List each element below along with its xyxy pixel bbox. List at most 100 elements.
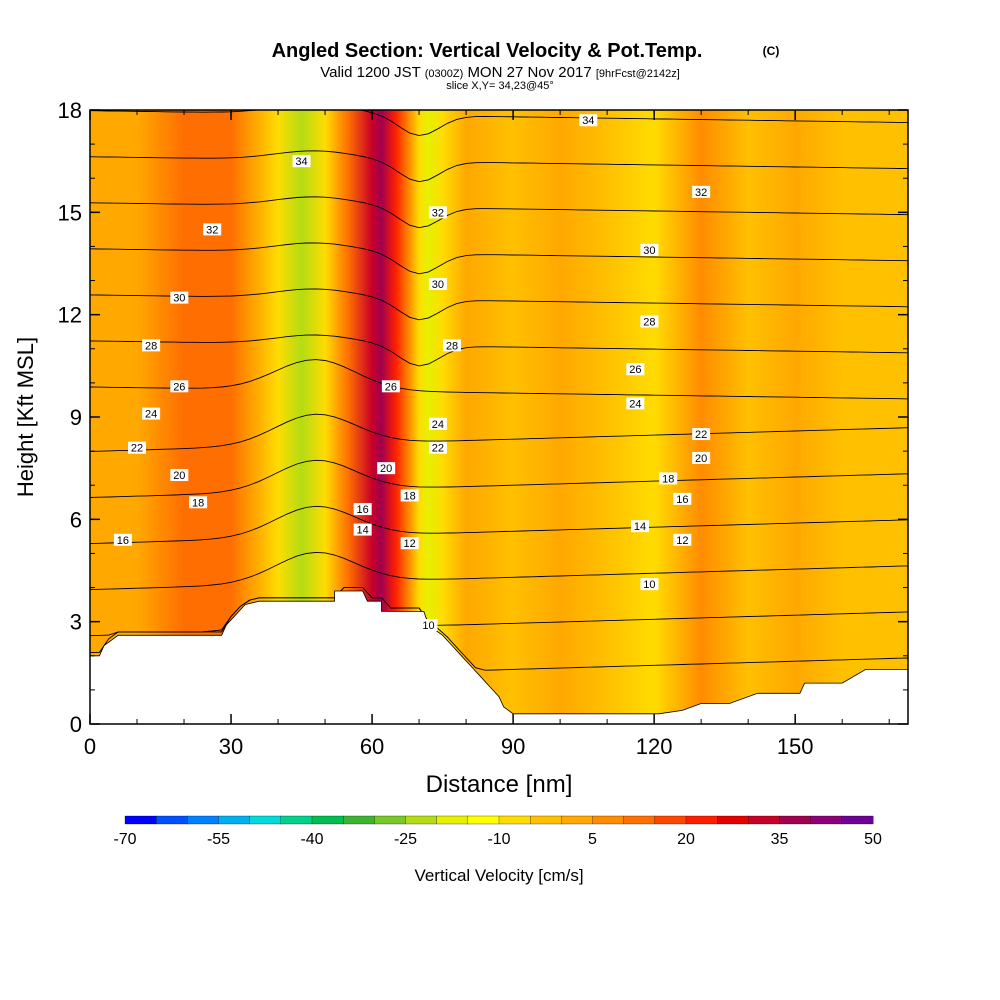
contour-label-text: 12 [404,538,416,550]
x-tick-label: 30 [219,734,243,759]
colorbar-swatch [124,815,157,825]
contour-label-text: 26 [173,381,185,393]
contour-label-text: 26 [629,364,641,376]
contour-label-text: 26 [385,381,397,393]
contour-label: 24 [428,417,447,431]
contour-label-text: 18 [662,473,674,485]
contour-label-bg [631,520,650,533]
contour-label-bg [170,468,189,481]
contour-label: 20 [692,451,711,465]
contour-label: 22 [428,441,447,455]
y-tick-label: 3 [70,610,82,635]
subtitle-forecast: [9hrFcst@2142z] [596,68,680,80]
contour-label-bg [113,533,132,546]
contour-label-bg [640,243,659,256]
axes: 0 30 60 90 120 150 0 3 6 9 12 15 18 [58,98,908,759]
subtitle-zulu: (0300Z) [425,68,464,80]
contour-label-bg [142,407,161,420]
contour-label-bg [673,533,692,546]
colorbar-swatch [280,815,313,825]
contour-label-text: 32 [432,207,444,219]
contour-label-bg [353,523,372,536]
colorbar-tick-label: -70 [113,831,136,848]
colorbar-tick-label: -55 [207,831,230,848]
contour-label-text: 24 [432,419,444,431]
contour-label: 18 [400,489,419,502]
colorbar-swatch [218,815,251,825]
contour-label-bg [128,441,147,454]
contour-label-bg [659,472,678,485]
contour-label-text: 20 [173,470,185,482]
x-tick-label: 60 [360,734,384,759]
subtitle-date: MON 27 Nov 2017 [467,64,591,81]
colorbar-swatch [467,815,500,825]
contour-label: 18 [189,496,208,509]
contour-line [90,551,908,591]
contour-label-text: 28 [643,316,655,328]
contour-label-text: 16 [117,535,129,547]
contour-label-text: 20 [695,453,707,465]
contour-label: 28 [640,315,659,328]
colorbar-swatch [156,815,188,825]
contour-label: 32 [203,223,222,236]
contour-label-bg [400,489,419,502]
contour-line [90,288,908,321]
colorbar-tick-label: 20 [677,831,695,848]
contour-label-bg [142,339,161,352]
contour-label: 20 [170,468,189,482]
contour-label-text: 28 [145,340,157,352]
contour-label: 24 [142,407,161,421]
colorbar-swatch [748,815,780,825]
x-tick-label: 120 [636,734,673,759]
y-tick-label: 9 [70,405,82,430]
contour-label: 30 [428,277,447,291]
contour-line [90,196,908,229]
colorbar-swatch [187,815,219,825]
contour-label-bg [442,339,461,352]
contour-label: 22 [692,428,711,441]
contour-label: 14 [631,520,650,533]
contour-label-text: 30 [432,279,444,291]
contour-label-text: 34 [582,115,594,127]
contour-label: 20 [377,462,396,475]
contour-label-group: 34 34 32 32 32 30 30 30 28 28 28 26 26 26 24 24 24 22 22 22… [113,114,711,632]
contour-label-bg [579,114,598,127]
contour-line [90,413,908,452]
contour-label: 16 [113,533,132,547]
y-tick-label: 6 [70,507,82,532]
contour-line [90,150,908,183]
colorbar-swatch [249,815,282,825]
contour-label-text: 30 [643,245,655,257]
potential-temperature-contours [90,110,908,671]
contour-label: 26 [170,380,189,393]
contour-label: 24 [626,397,645,410]
contour-label-bg [353,503,372,516]
colorbar-swatch [343,815,375,825]
contour-label-text: 28 [446,340,458,352]
colorbar-swatch [561,815,593,825]
contour-label-text: 30 [173,293,185,305]
colorbar-swatch [374,815,406,825]
contour-label: 12 [400,537,419,550]
contour-label: 34 [292,155,311,168]
contour-line [90,359,908,400]
y-tick-label: 0 [70,712,82,737]
colorbar-swatch [498,815,531,825]
contour-label-bg [692,451,711,464]
colorbar-swatch [810,815,843,825]
contour-label: 26 [381,380,400,393]
contour-label: 14 [353,523,372,537]
contour-label-text: 20 [380,463,392,475]
contour-line [90,587,908,637]
contour-label-bg [692,428,711,441]
chart-subtitle: Valid 1200 JST (0300Z) MON 27 Nov 2017 [… [320,64,680,81]
contour-label: 28 [142,339,161,352]
colorbar-swatch [311,815,344,825]
contour-label-bg [170,291,189,304]
contour-label-bg [377,462,396,475]
contour-label-bg [428,277,447,290]
contour-label-text: 16 [357,504,369,516]
contour-line [90,505,908,545]
y-axis-label: Height [Kft MSL] [13,337,38,497]
